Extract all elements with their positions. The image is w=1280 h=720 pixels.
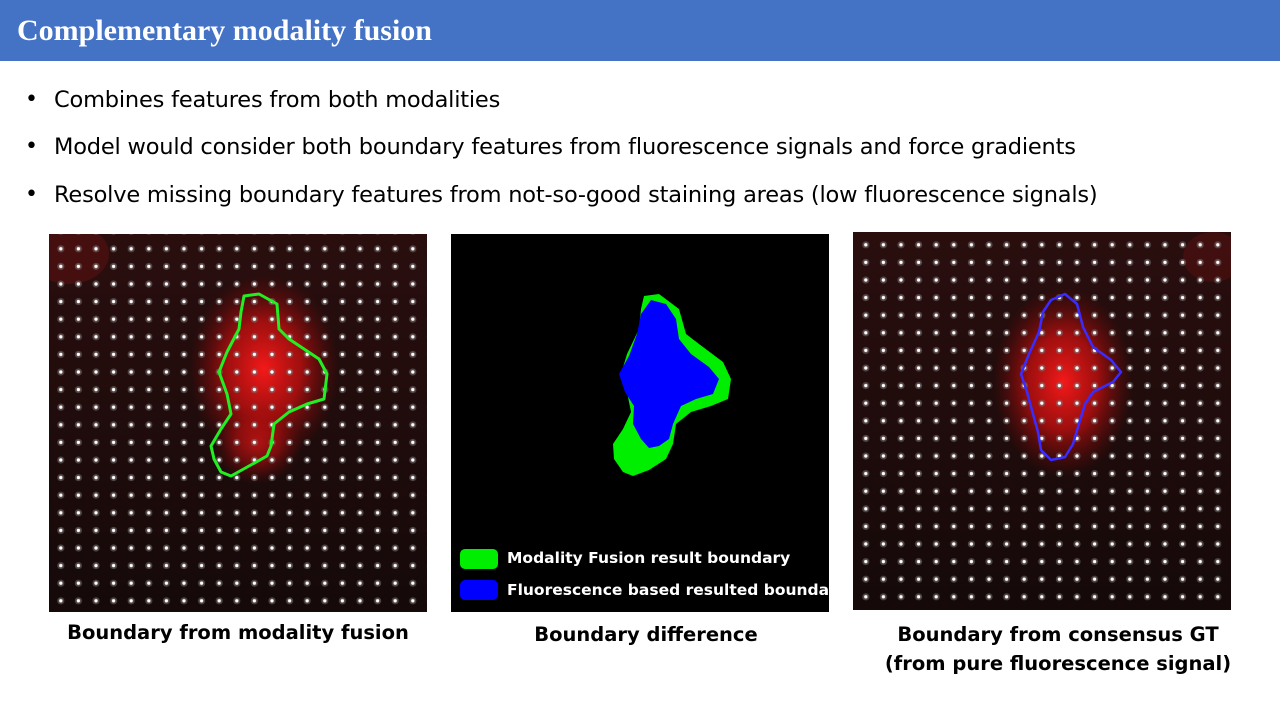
fusion-boundary: [209, 292, 329, 478]
fusion-caption: Boundary from modality fusion: [67, 621, 409, 644]
bullet-marker: •: [25, 182, 38, 207]
bullet-text: Combines features from both modalities: [54, 87, 501, 113]
fluorescence-region: [619, 300, 719, 448]
bullet-text: Resolve missing boundary features from n…: [54, 182, 1098, 208]
consensus-caption-line1: Boundary from consensus GT: [897, 623, 1219, 646]
difference-image: Modality Fusion result boundary Fluoresc…: [451, 234, 847, 612]
title-bar: Complementary modality fusion: [0, 0, 1280, 61]
consensus-image: [853, 232, 1231, 610]
bullet-marker: •: [25, 87, 38, 112]
legend-label-fluorescence: Fluorescence based resulted boundary: [507, 581, 847, 599]
bullet-marker: •: [25, 134, 38, 159]
consensus-boundary: [1019, 292, 1123, 462]
slide-title: Complementary modality fusion: [17, 14, 432, 47]
fusion-image: [49, 234, 427, 612]
difference-caption: Boundary difference: [534, 623, 758, 646]
bullet-text: Model would consider both boundary featu…: [54, 134, 1076, 160]
consensus-caption-line2: (from pure fluorescence signal): [884, 652, 1232, 675]
legend-label-fusion: Modality Fusion result boundary: [507, 549, 791, 567]
